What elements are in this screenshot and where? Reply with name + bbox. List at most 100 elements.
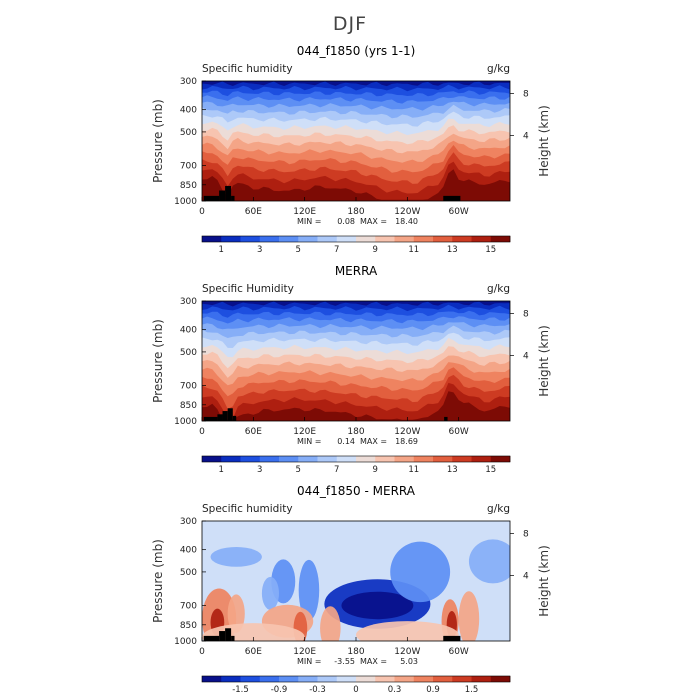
units-label: g/kg: [487, 63, 510, 75]
colorbar-label: -0.3: [309, 685, 326, 695]
colorbar-label: 7: [334, 245, 339, 255]
y2-tick-label: 4: [523, 131, 529, 141]
x-tick-label: 180: [347, 647, 364, 657]
colorbar-segment: [394, 456, 415, 462]
x-tick-label: 60W: [448, 427, 468, 437]
colorbar-segment: [336, 676, 357, 682]
x-tick-label: 60W: [448, 207, 468, 217]
y-tick-label: 500: [180, 568, 197, 578]
colorbar-segment: [317, 456, 338, 462]
colorbar-segment: [413, 236, 434, 242]
colorbar-segment: [375, 236, 395, 242]
x-tick-label: 120E: [293, 207, 316, 217]
colorbar-segment: [221, 456, 241, 462]
x-tick-label: 180: [347, 427, 364, 437]
colorbar-segment: [336, 236, 357, 242]
topography-mask: [203, 416, 218, 421]
colorbar-segment: [375, 676, 395, 682]
field-contours: [202, 301, 510, 421]
min-label: MIN =: [297, 437, 322, 446]
colorbar-segment: [240, 236, 261, 242]
x-tick-label: 180: [347, 207, 364, 217]
colorbar-segment: [490, 456, 511, 462]
min-value: -3.55: [334, 657, 355, 666]
colorbar-segment: [452, 456, 472, 462]
colorbar-segment: [490, 676, 511, 682]
colorbar-segment: [394, 236, 415, 242]
x-tick-label: 0: [199, 207, 205, 217]
colorbar-label: 7: [334, 465, 339, 475]
colorbar-segment: [202, 456, 222, 462]
colorbar-segment: [336, 456, 357, 462]
colorbar-segment: [471, 236, 492, 242]
y-tick-label: 300: [180, 297, 197, 307]
y2-axis-title: Height (km): [537, 545, 551, 616]
colorbar-segment: [490, 236, 511, 242]
colorbar-label: 5: [296, 465, 301, 475]
x-tick-label: 120E: [293, 427, 316, 437]
y2-tick-label: 4: [523, 351, 529, 361]
colorbar-segment: [240, 456, 261, 462]
colorbar-segment: [375, 456, 395, 462]
y-tick-label: 400: [180, 106, 197, 116]
colorbar-label: 1.5: [465, 685, 479, 695]
field-band: [341, 591, 414, 620]
topography-mask: [222, 411, 228, 421]
field-band: [356, 621, 459, 641]
y-tick-label: 300: [180, 517, 197, 527]
variable-label: Specific humidity: [202, 63, 293, 75]
colorbar-segment: [221, 236, 241, 242]
colorbar-segment: [356, 676, 376, 682]
field-band: [320, 606, 341, 641]
colorbar-segment: [202, 236, 222, 242]
colorbar-segment: [471, 456, 492, 462]
y-tick-label: 500: [180, 348, 197, 358]
y2-axis-title: Height (km): [537, 105, 551, 176]
y-axis-title: Pressure (mb): [151, 319, 165, 403]
colorbar-label: 0.3: [388, 685, 402, 695]
topography-mask: [232, 415, 237, 421]
colorbar-segment: [259, 676, 280, 682]
min-label: MIN =: [297, 657, 322, 666]
field-contours: [202, 81, 510, 201]
field-band: [227, 594, 245, 633]
y-axis-title: Pressure (mb): [151, 539, 165, 623]
max-value: 5.03: [400, 657, 418, 666]
y2-tick-label: 8: [523, 529, 529, 539]
colorbar-segment: [317, 236, 338, 242]
panel-title: MERRA: [335, 264, 378, 278]
field-band: [298, 559, 320, 621]
y-tick-label: 1000: [174, 417, 197, 427]
colorbar-segment: [471, 676, 492, 682]
x-tick-label: 120W: [394, 207, 420, 217]
y2-tick-label: 8: [523, 309, 529, 319]
max-label: MAX =: [360, 217, 387, 226]
y-tick-label: 1000: [174, 197, 197, 207]
y-tick-label: 700: [180, 381, 197, 391]
chart-panel-1: 044_f1850 (yrs 1-1) Specific humidity g/kg…: [151, 44, 551, 255]
colorbar-label: -0.9: [271, 685, 288, 695]
colorbar-frame: [201, 455, 511, 463]
topography-mask: [231, 635, 235, 641]
panel-title: 044_f1850 - MERRA: [297, 484, 416, 498]
colorbar-segment: [298, 676, 318, 682]
colorbar-label: 11: [408, 245, 419, 255]
colorbar-segment: [279, 676, 299, 682]
colorbar-label: 0: [353, 685, 358, 695]
colorbar-segment: [394, 676, 415, 682]
x-tick-label: 120W: [394, 427, 420, 437]
colorbar-segment: [317, 676, 338, 682]
y-tick-label: 850: [180, 181, 197, 191]
colorbar-segment: [452, 236, 472, 242]
colorbar-segment: [433, 676, 453, 682]
field-band: [210, 546, 262, 567]
colorbar-segment: [298, 456, 318, 462]
topography-mask: [231, 195, 235, 201]
min-value: 0.08: [337, 217, 355, 226]
y-axis-title: Pressure (mb): [151, 99, 165, 183]
topography-mask: [225, 185, 232, 201]
y-tick-label: 300: [180, 77, 197, 87]
colorbar-label: 15: [485, 465, 496, 475]
